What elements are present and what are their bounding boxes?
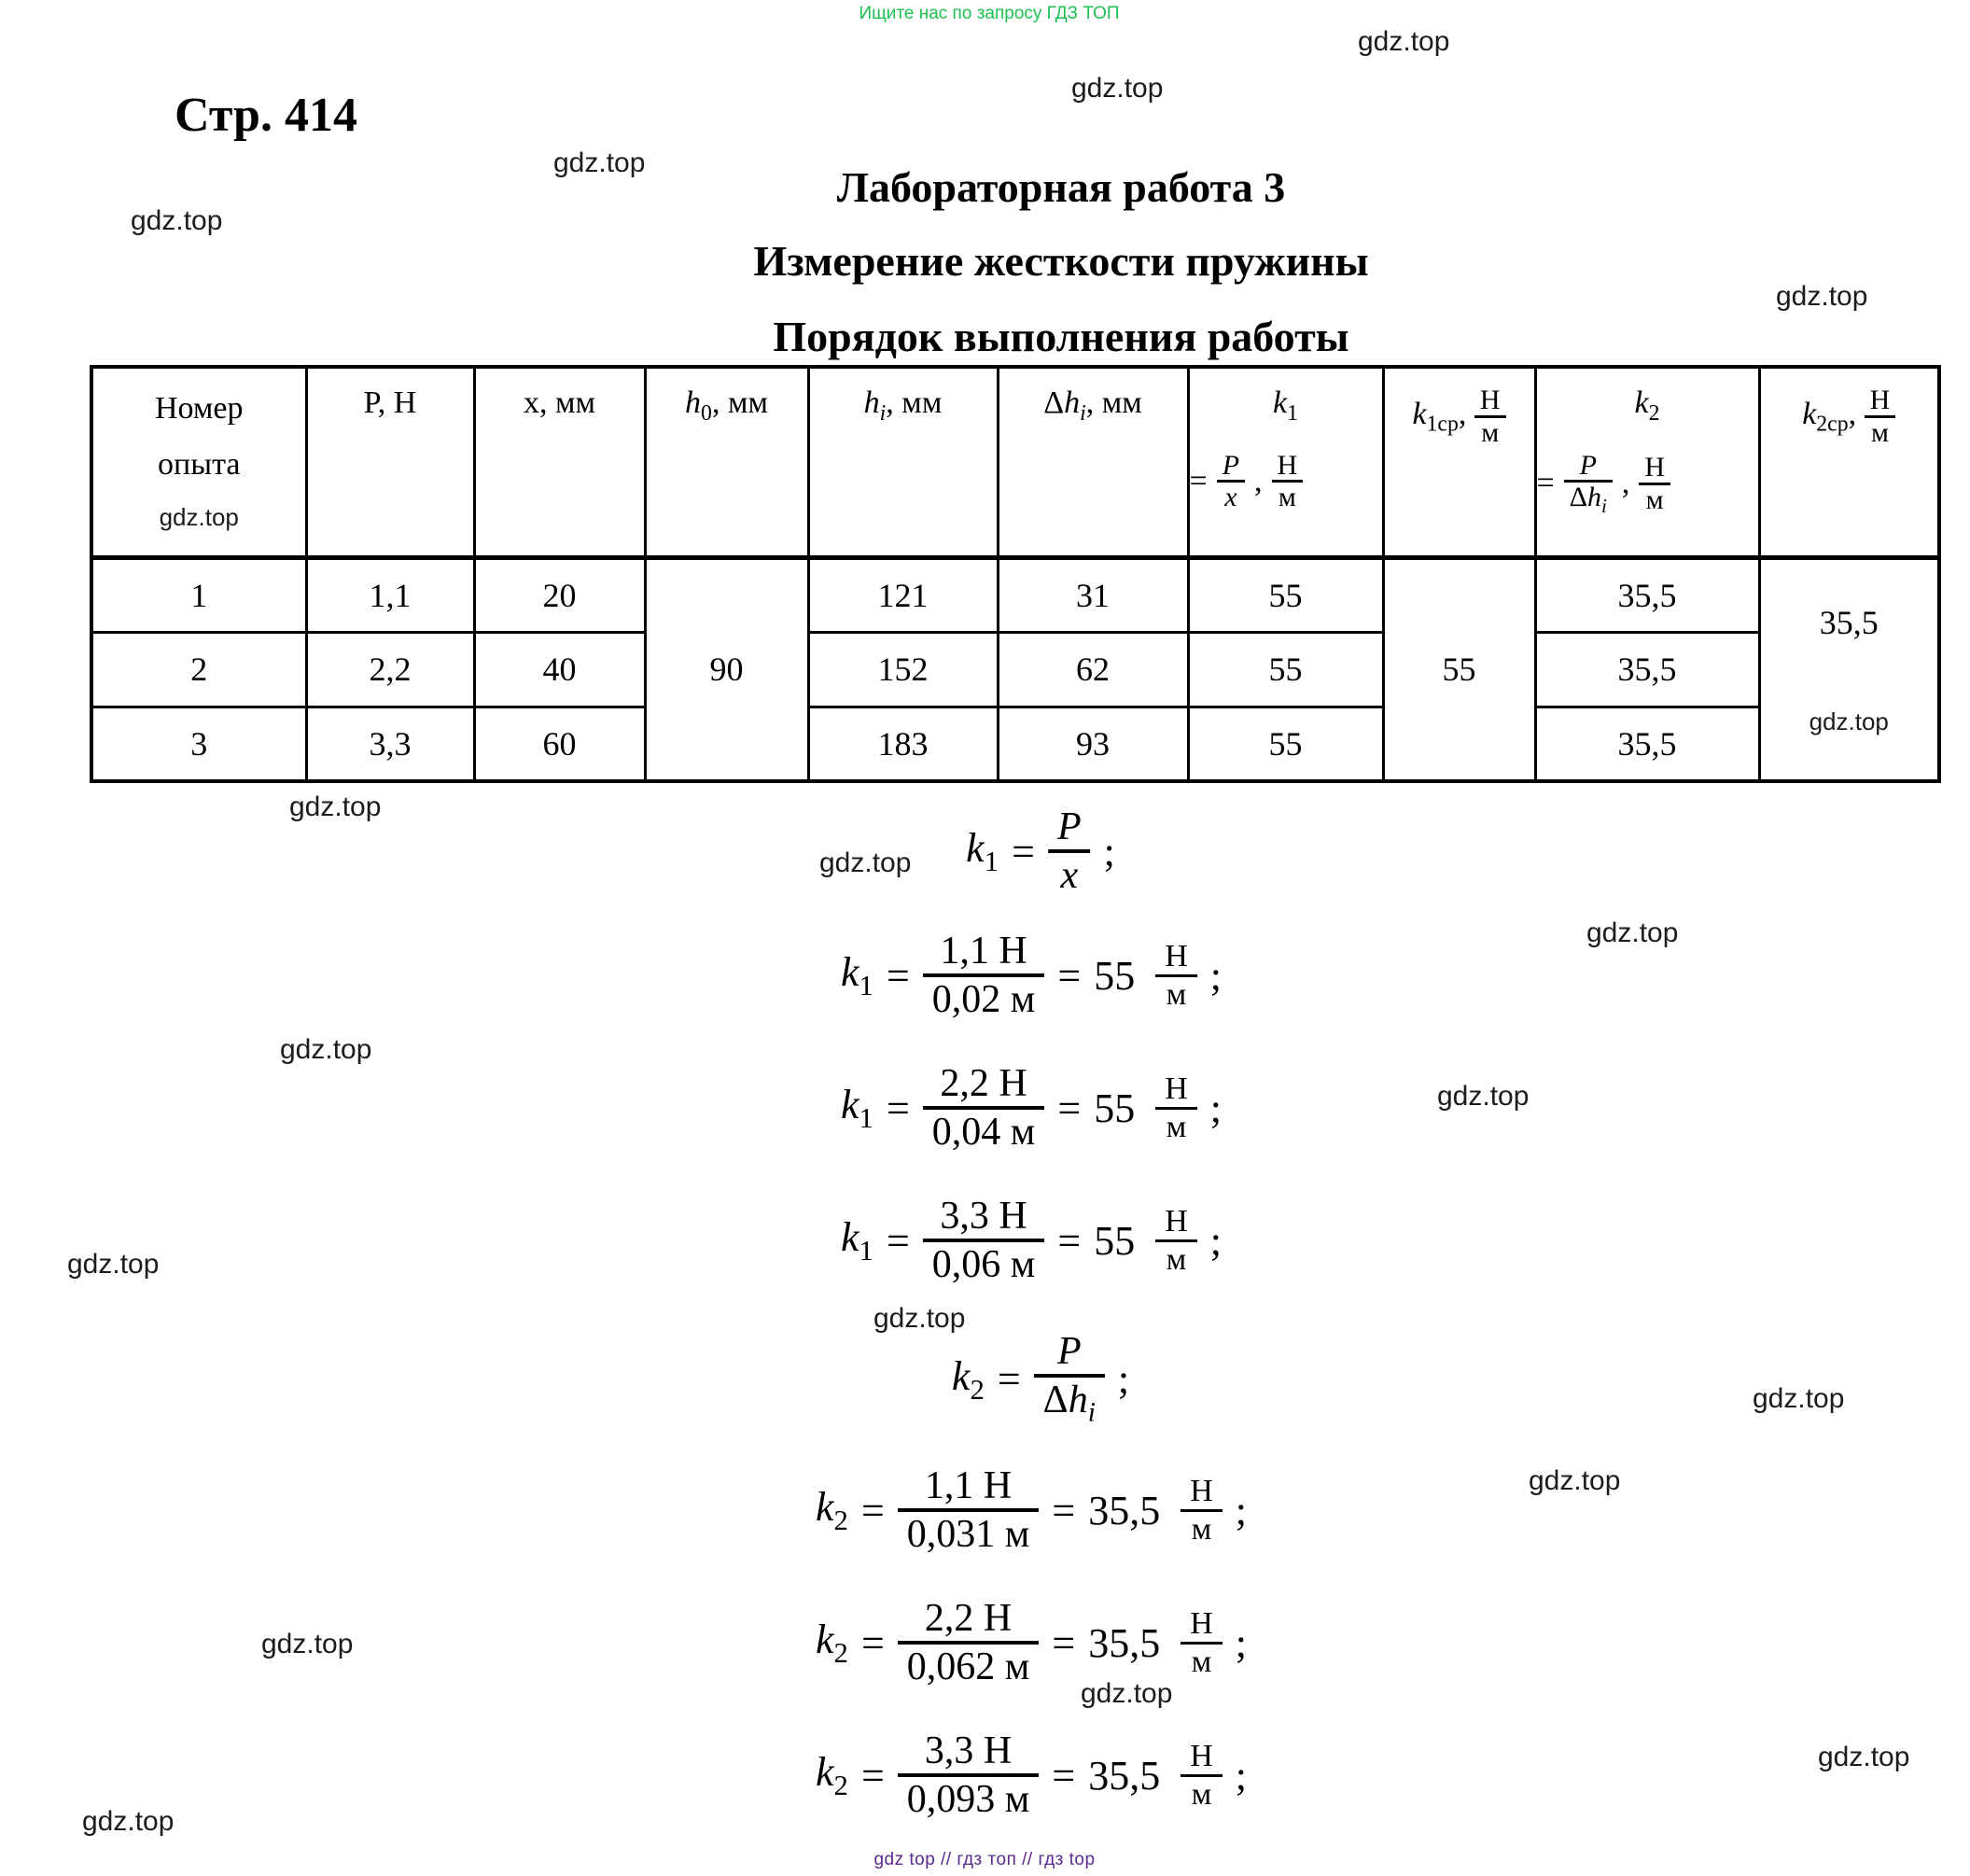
formula-k2-definition: k2 = P Δhi ;	[951, 1330, 1130, 1428]
cell-n: 2	[90, 630, 308, 708]
gdz-watermark: gdz.top	[1437, 1081, 1530, 1112]
lab-subtitle: Измерение жесткости пружины	[753, 237, 1369, 285]
gdz-watermark: gdz.top	[819, 847, 912, 878]
gdz-watermark: gdz.top	[1071, 73, 1164, 104]
gdz-watermark: gdz.top	[280, 1034, 372, 1065]
cell-k2: 35,5	[1533, 630, 1761, 708]
page-number: Стр. 414	[175, 89, 357, 142]
gdz-watermark: gdz.top	[553, 147, 646, 178]
gdz-watermark: gdz.top	[261, 1629, 354, 1659]
cell-h0-merged: 90	[643, 555, 810, 783]
gdz-watermark: gdz.top	[159, 503, 239, 531]
cell-x: 20	[472, 555, 647, 634]
gdz-watermark: gdz.top	[873, 1303, 966, 1334]
cell-k2: 35,5	[1533, 555, 1761, 634]
header-hi: hi, мм	[806, 365, 999, 560]
lab-title: Лабораторная работа 3	[836, 163, 1286, 211]
table-row: 1 1,1 20 90 121 31 55 55 35,5 35,5 gdz.t…	[90, 555, 1941, 783]
cell-dhi: 31	[996, 555, 1190, 634]
measurements-table: Номер опыта gdz.top P, Н x, мм h0, мм hi…	[90, 365, 1941, 783]
gdz-watermark: gdz.top	[1586, 917, 1679, 948]
cell-k1avg-merged: 55	[1381, 555, 1537, 783]
gdz-watermark: gdz.top	[289, 791, 382, 822]
gdz-watermark: gdz.top	[82, 1806, 175, 1837]
gdz-watermark: gdz.top	[67, 1249, 160, 1280]
header-x: x, мм	[472, 365, 647, 560]
cell-hi: 121	[806, 555, 999, 634]
cell-n: 3	[90, 705, 308, 783]
cell-x: 40	[472, 630, 647, 708]
table-row: 3 3,3 60 183 93 55 35,5	[90, 705, 1939, 783]
header-h0: h0, мм	[643, 365, 810, 560]
gdz-watermark: gdz.top	[1776, 281, 1868, 312]
cell-p: 1,1	[304, 555, 476, 634]
procedure-title: Порядок выполнения работы	[773, 313, 1349, 360]
gdz-watermark: gdz.top	[1529, 1465, 1621, 1496]
cell-k2: 35,5	[1533, 705, 1761, 783]
cell-p: 2,2	[304, 630, 476, 708]
gdz-watermark: gdz.top	[1081, 1678, 1173, 1709]
header-delta-hi: Δhi, мм	[996, 365, 1190, 560]
gdz-watermark: gdz.top	[131, 205, 223, 236]
cell-hi: 183	[806, 705, 999, 783]
promo-banner: Ищите нас по запросу ГДЗ ТОП	[859, 4, 1120, 23]
gdz-watermark: gdz.top	[1358, 26, 1450, 57]
cell-dhi: 62	[996, 630, 1190, 708]
cell-k1: 55	[1186, 705, 1385, 783]
cell-k2avg-merged: 35,5 gdz.top	[1757, 555, 1941, 783]
cell-k1: 55	[1186, 630, 1385, 708]
cell-n: 1	[90, 555, 308, 634]
cell-x: 60	[472, 705, 647, 783]
cell-p: 3,3	[304, 705, 476, 783]
header-p: P, Н	[304, 365, 476, 560]
gdz-watermark: gdz.top	[1753, 1383, 1845, 1414]
table-row: 2 2,2 40 152 62 55 35,5	[90, 630, 1939, 708]
header-experiment-number: Номер опыта gdz.top	[90, 365, 308, 560]
cell-k1: 55	[1186, 555, 1385, 634]
footer-links: gdz top // гдз топ // гдз top	[873, 1850, 1096, 1869]
cell-hi: 152	[806, 630, 999, 708]
gdz-watermark: gdz.top	[1809, 707, 1889, 735]
gdz-watermark: gdz.top	[1818, 1742, 1910, 1772]
cell-dhi: 93	[996, 705, 1190, 783]
